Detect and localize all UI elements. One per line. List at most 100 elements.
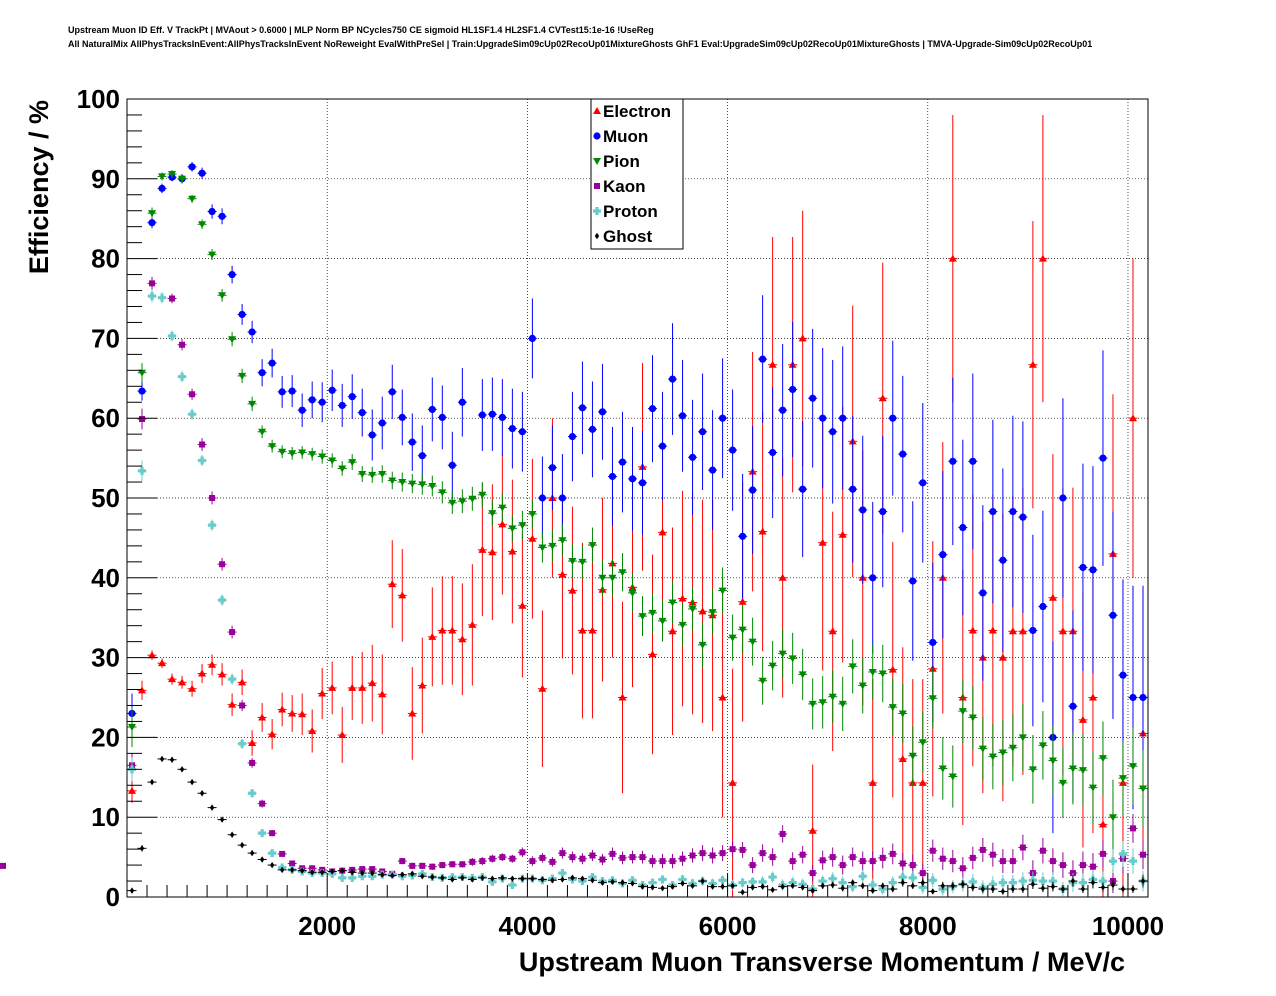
muon-point — [398, 413, 406, 422]
kaon-point — [459, 861, 466, 868]
electron-point — [1008, 627, 1017, 635]
kaon-point — [869, 858, 876, 865]
ghost-point — [350, 869, 355, 876]
muon-point — [658, 442, 667, 450]
muon-point — [338, 401, 346, 410]
series-ghost — [127, 755, 1148, 896]
ghost-point — [480, 874, 485, 882]
pion-point — [358, 471, 367, 479]
kaon-point — [939, 855, 946, 862]
electron-point — [338, 731, 347, 739]
muon-point — [1059, 494, 1067, 502]
pion-point — [638, 613, 647, 621]
electron-point — [158, 659, 167, 667]
electron-point — [288, 709, 297, 717]
proton-point — [1078, 878, 1087, 887]
kaon-point — [1089, 863, 1096, 870]
electron-point — [898, 754, 907, 762]
muon-point — [278, 388, 286, 396]
pion-point — [258, 428, 267, 436]
kaon-point — [469, 858, 476, 865]
kaon-point — [959, 865, 966, 872]
kaon-point — [229, 629, 236, 636]
muon-point — [518, 428, 526, 436]
ghost-point — [1110, 881, 1116, 889]
muon-point — [318, 398, 326, 406]
muon-point — [718, 414, 727, 422]
proton-point — [1038, 877, 1047, 886]
ghost-point — [269, 861, 275, 869]
ghost-point — [309, 869, 315, 876]
electron-point — [208, 660, 217, 668]
electron-point — [408, 709, 417, 717]
proton-point — [898, 873, 907, 882]
muon-point — [188, 163, 196, 171]
proton-point — [828, 874, 837, 883]
muon-point — [1009, 507, 1017, 516]
electron-point — [918, 778, 927, 786]
proton-point — [968, 877, 977, 886]
pion-point — [1048, 757, 1057, 765]
pion-point — [898, 710, 907, 718]
pion-point — [1068, 765, 1077, 773]
ghost-point — [740, 889, 745, 896]
proton-point — [648, 878, 657, 887]
ghost-point — [760, 883, 765, 890]
kaon-point — [629, 854, 636, 861]
ghost-point — [149, 778, 155, 786]
y-tick-label: 10 — [91, 802, 120, 832]
kaon-point — [1009, 858, 1016, 865]
pion-point — [518, 522, 527, 530]
ghost-point — [209, 804, 215, 811]
ghost-point — [129, 887, 135, 894]
muon-point — [648, 405, 657, 413]
muon-point — [348, 393, 356, 401]
muon-point — [588, 425, 597, 433]
y-tick-label: 0 — [106, 882, 120, 912]
pion-point — [298, 449, 307, 457]
ghost-point — [430, 873, 435, 881]
muon-point — [428, 405, 436, 414]
pion-point — [1118, 775, 1127, 783]
pion-point — [618, 569, 627, 577]
pion-point — [1028, 766, 1037, 774]
pion-point — [568, 558, 577, 566]
muon-point — [1139, 693, 1147, 702]
ghost-point — [400, 871, 405, 878]
pion-point — [188, 195, 197, 203]
ghost-point — [1060, 885, 1066, 893]
proton-point — [208, 521, 217, 530]
pion-point — [608, 574, 617, 582]
ghost-point — [159, 755, 165, 763]
ghost-point — [1050, 883, 1056, 890]
muon-point — [708, 466, 717, 474]
kaon-point — [709, 852, 716, 859]
pion-point — [478, 491, 487, 499]
muon-point — [228, 270, 236, 279]
ghost-point — [720, 883, 725, 890]
ghost-point — [360, 869, 365, 877]
legend-marker-muon — [593, 132, 601, 140]
pion-point — [948, 773, 957, 781]
ghost-point — [219, 816, 225, 823]
muon-point — [328, 386, 336, 394]
kaon-point — [609, 850, 616, 857]
x-tick-label: 2000 — [298, 911, 356, 941]
legend-marker-pion — [593, 158, 601, 165]
muon-point — [258, 369, 266, 377]
muon-point — [959, 523, 967, 532]
ghost-point — [330, 868, 335, 875]
ghost-point — [460, 874, 465, 882]
electron-point — [298, 710, 307, 718]
pion-point — [148, 210, 157, 218]
muon-point — [368, 431, 376, 439]
data-series — [0, 114, 1148, 897]
kaon-point — [209, 495, 216, 501]
kaon-point — [1079, 862, 1086, 869]
proton-point — [178, 372, 187, 381]
muon-point — [769, 448, 777, 457]
ghost-point — [510, 875, 515, 882]
proton-point — [508, 881, 517, 890]
pion-point — [648, 609, 657, 617]
series-pion — [127, 170, 1148, 855]
